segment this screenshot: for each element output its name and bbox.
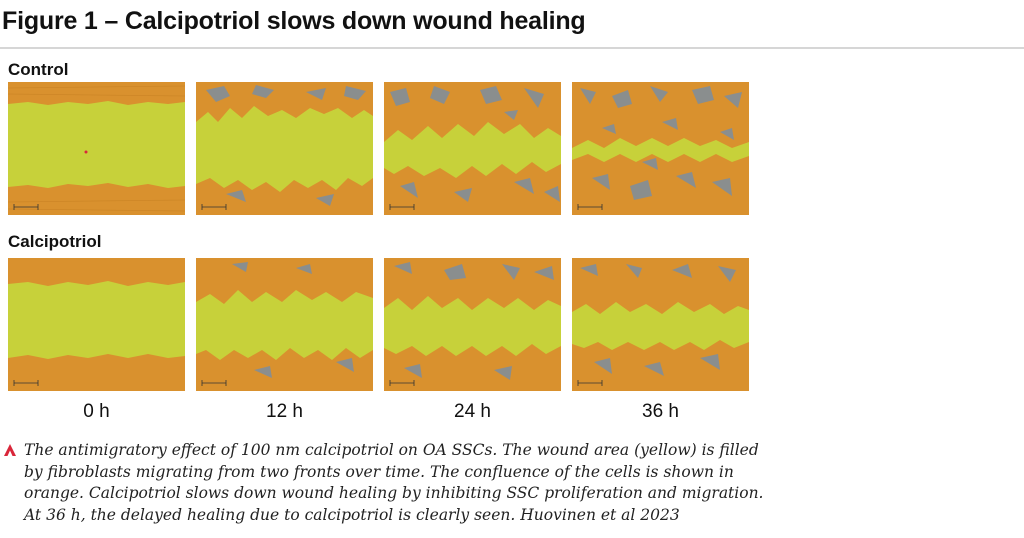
- time-label-12h: 12 h: [266, 401, 303, 422]
- calcipotriol-0h-image: [8, 258, 185, 391]
- time-label-24h: 24 h: [454, 401, 491, 422]
- figure-caption: The antimigratory effect of 100 nm calci…: [24, 441, 764, 524]
- caption-marker-icon: [3, 443, 17, 462]
- time-label-36h: 36 h: [642, 401, 679, 422]
- calcipotriol-24h-image: [384, 258, 561, 391]
- control-24h-image: [384, 82, 561, 215]
- row-label-control: Control: [8, 60, 69, 79]
- figure-title: Figure 1 – Calcipotriol slows down wound…: [2, 7, 586, 35]
- control-0h-image: [8, 82, 185, 215]
- row-label-calcipotriol: Calcipotriol: [8, 232, 102, 251]
- calcipotriol-12h-image: [196, 258, 373, 391]
- control-36h-image: [572, 82, 749, 215]
- calcipotriol-36h-image: [572, 258, 749, 391]
- time-label-0h: 0 h: [83, 401, 110, 422]
- title-divider: [0, 47, 1024, 49]
- control-12h-image: [196, 82, 373, 215]
